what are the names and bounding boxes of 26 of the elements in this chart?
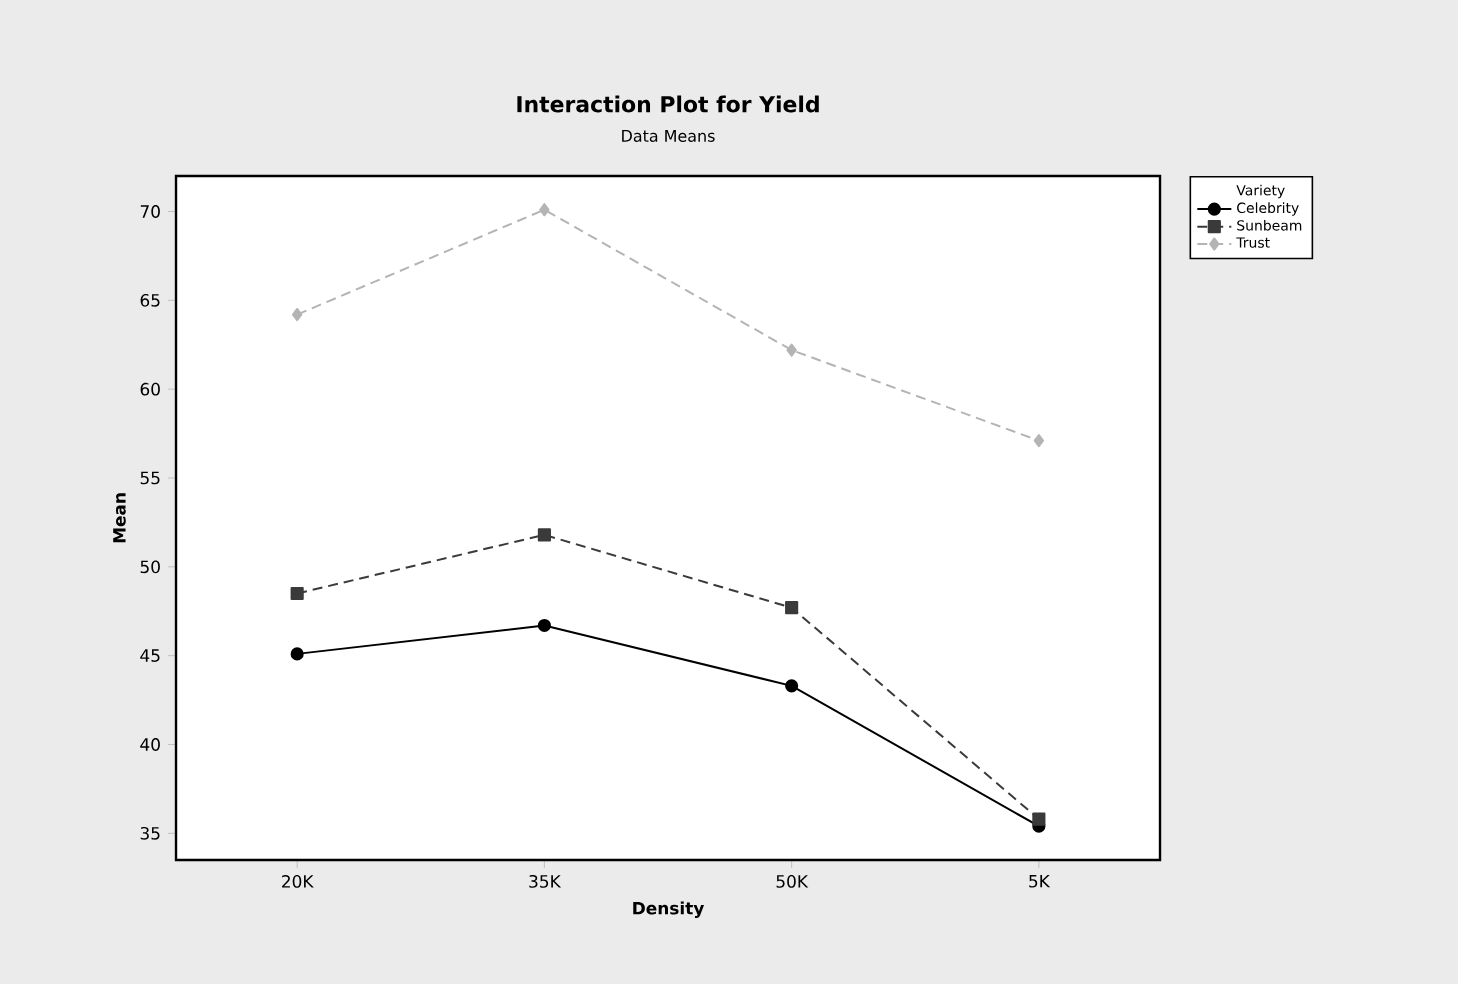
point (291, 307, 303, 322)
y-tick-label: 70 (140, 205, 160, 218)
x-tick-label: 50K (776, 874, 809, 888)
point (539, 203, 550, 217)
y-tick-label: 55 (140, 471, 160, 485)
y-tick-label: 40 (140, 738, 160, 751)
chart-title: Interaction Plot for Yield (517, 95, 819, 113)
y-axis-title: Mean (113, 493, 126, 543)
point (1033, 434, 1045, 448)
point (537, 618, 551, 633)
y-tick-label: 50 (140, 560, 160, 574)
point (785, 679, 799, 693)
point (290, 647, 304, 661)
x-axis-title: Density (633, 901, 705, 918)
point (1032, 812, 1046, 826)
y-tick-label: 65 (140, 293, 160, 307)
point (290, 586, 304, 601)
x-tick-label: 5K (1029, 874, 1051, 888)
point (785, 601, 799, 615)
point (786, 343, 797, 357)
x-tick-label: 20K (282, 874, 314, 888)
y-tick-label: 45 (140, 649, 160, 662)
y-tick-label: 60 (140, 382, 160, 396)
x-tick-label: 35K (529, 874, 562, 888)
point (537, 528, 551, 542)
y-tick-label: 35 (140, 826, 160, 840)
